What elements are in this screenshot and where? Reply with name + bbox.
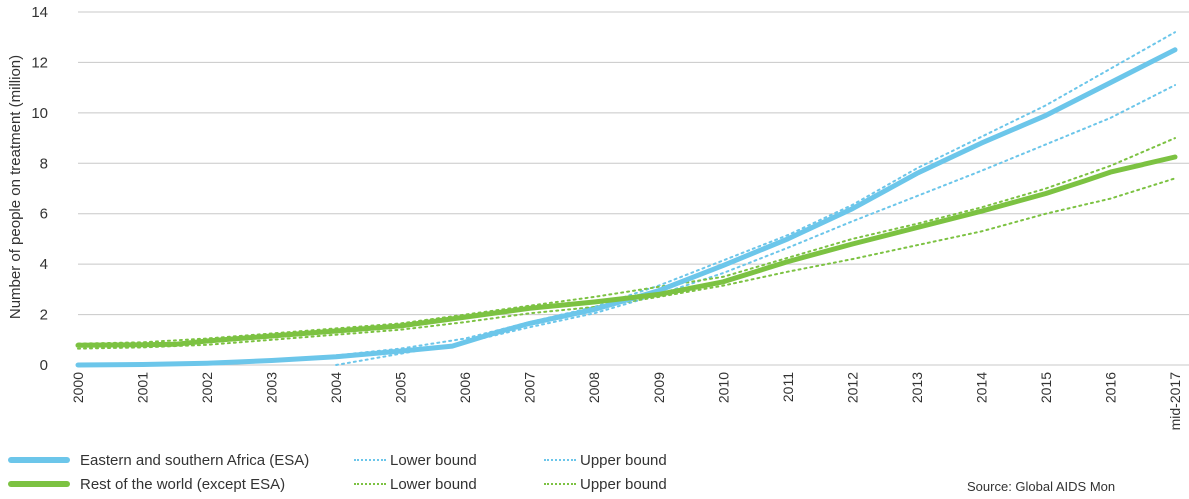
legend-swatch-row-lower xyxy=(354,483,386,485)
legend-label-row-upper: Upper bound xyxy=(580,475,667,493)
series-line-eastern-and-southern-africa-esa-lower-bound xyxy=(335,84,1176,366)
series-line-rest-of-the-world-except-esa-upper-bound xyxy=(77,137,1176,345)
y-tick-label: 2 xyxy=(40,307,48,324)
y-tick-label: 6 xyxy=(40,206,48,223)
legend-item-esa-lower: Lower bound xyxy=(354,450,477,470)
legend-label-esa-upper: Upper bound xyxy=(580,451,667,469)
x-tick-label: 2002 xyxy=(199,372,215,403)
series-line-eastern-and-southern-africa-esa xyxy=(75,47,1178,368)
legend-swatch-row xyxy=(8,481,70,487)
gridlines xyxy=(78,11,1189,366)
x-tick-label: 2006 xyxy=(457,372,473,403)
legend-label-esa: Eastern and southern Africa (ESA) xyxy=(80,451,310,469)
legend-item-row-lower: Lower bound xyxy=(354,474,477,494)
legend-swatch-esa-lower xyxy=(354,459,386,461)
x-tick-label: 2001 xyxy=(135,372,151,403)
x-tick-label: 2015 xyxy=(1038,372,1054,403)
legend-label-row-lower: Lower bound xyxy=(390,475,477,493)
legend-item-esa: Eastern and southern Africa (ESA) xyxy=(8,450,309,470)
series-lines xyxy=(75,31,1178,368)
x-tick-labels: 2000 2001 2002 2003 2004 2005 2006 2007 2008 2009… xyxy=(70,372,1183,431)
series-line-rest-of-the-world-except-esa-lower-bound xyxy=(77,177,1176,350)
legend-label-esa-lower: Lower bound xyxy=(390,451,477,469)
x-tick-label: 2009 xyxy=(651,372,667,403)
legend-item-esa-upper: Upper bound xyxy=(544,450,667,470)
x-tick-label: 2000 xyxy=(70,372,86,403)
legend-item-row-upper: Upper bound xyxy=(544,474,667,494)
x-tick-label: 2008 xyxy=(586,372,602,403)
x-tick-label: 2013 xyxy=(909,372,925,403)
y-axis-label: Number of people on treatment (million) xyxy=(7,55,24,319)
legend-swatch-row-upper xyxy=(544,483,576,485)
x-tick-label: 2014 xyxy=(973,372,989,403)
y-tick-label: 12 xyxy=(31,54,48,71)
y-tick-label: 4 xyxy=(40,256,48,273)
x-tick-label: 2003 xyxy=(264,372,280,403)
y-tick-label: 14 xyxy=(31,4,48,21)
legend-label-row: Rest of the world (except ESA) xyxy=(80,475,286,493)
legend-swatch-esa xyxy=(8,457,70,463)
y-tick-label: 0 xyxy=(40,357,48,374)
x-tick-label: 2004 xyxy=(328,372,344,403)
legend: Eastern and southern Africa (ESA) Lower … xyxy=(8,450,768,496)
legend-item-row: Rest of the world (except ESA) xyxy=(8,474,285,494)
y-tick-label: 8 xyxy=(40,155,48,172)
legend-swatch-esa-upper xyxy=(544,459,576,461)
source-note: Source: Global AIDS Mon xyxy=(967,479,1116,494)
x-tick-label: 2016 xyxy=(1102,372,1118,403)
x-tick-label: 2012 xyxy=(844,372,860,403)
x-tick-label: 2011 xyxy=(780,372,796,402)
line-chart: 0 2 4 6 8 10 12 14 2000 2001 2002 2003 2004 2005 2006… xyxy=(7,4,1189,431)
series-line-eastern-and-southern-africa-esa-upper-bound xyxy=(335,31,1176,357)
x-tick-label: 2007 xyxy=(522,372,538,403)
y-tick-label: 10 xyxy=(31,105,48,122)
x-tick-label: 2005 xyxy=(393,372,409,403)
x-tick-label: 2010 xyxy=(715,372,731,403)
series-line-rest-of-the-world-except-esa xyxy=(75,154,1178,348)
x-tick-label: mid-2017 xyxy=(1167,372,1183,431)
y-tick-labels: 0 2 4 6 8 10 12 14 xyxy=(31,4,48,374)
